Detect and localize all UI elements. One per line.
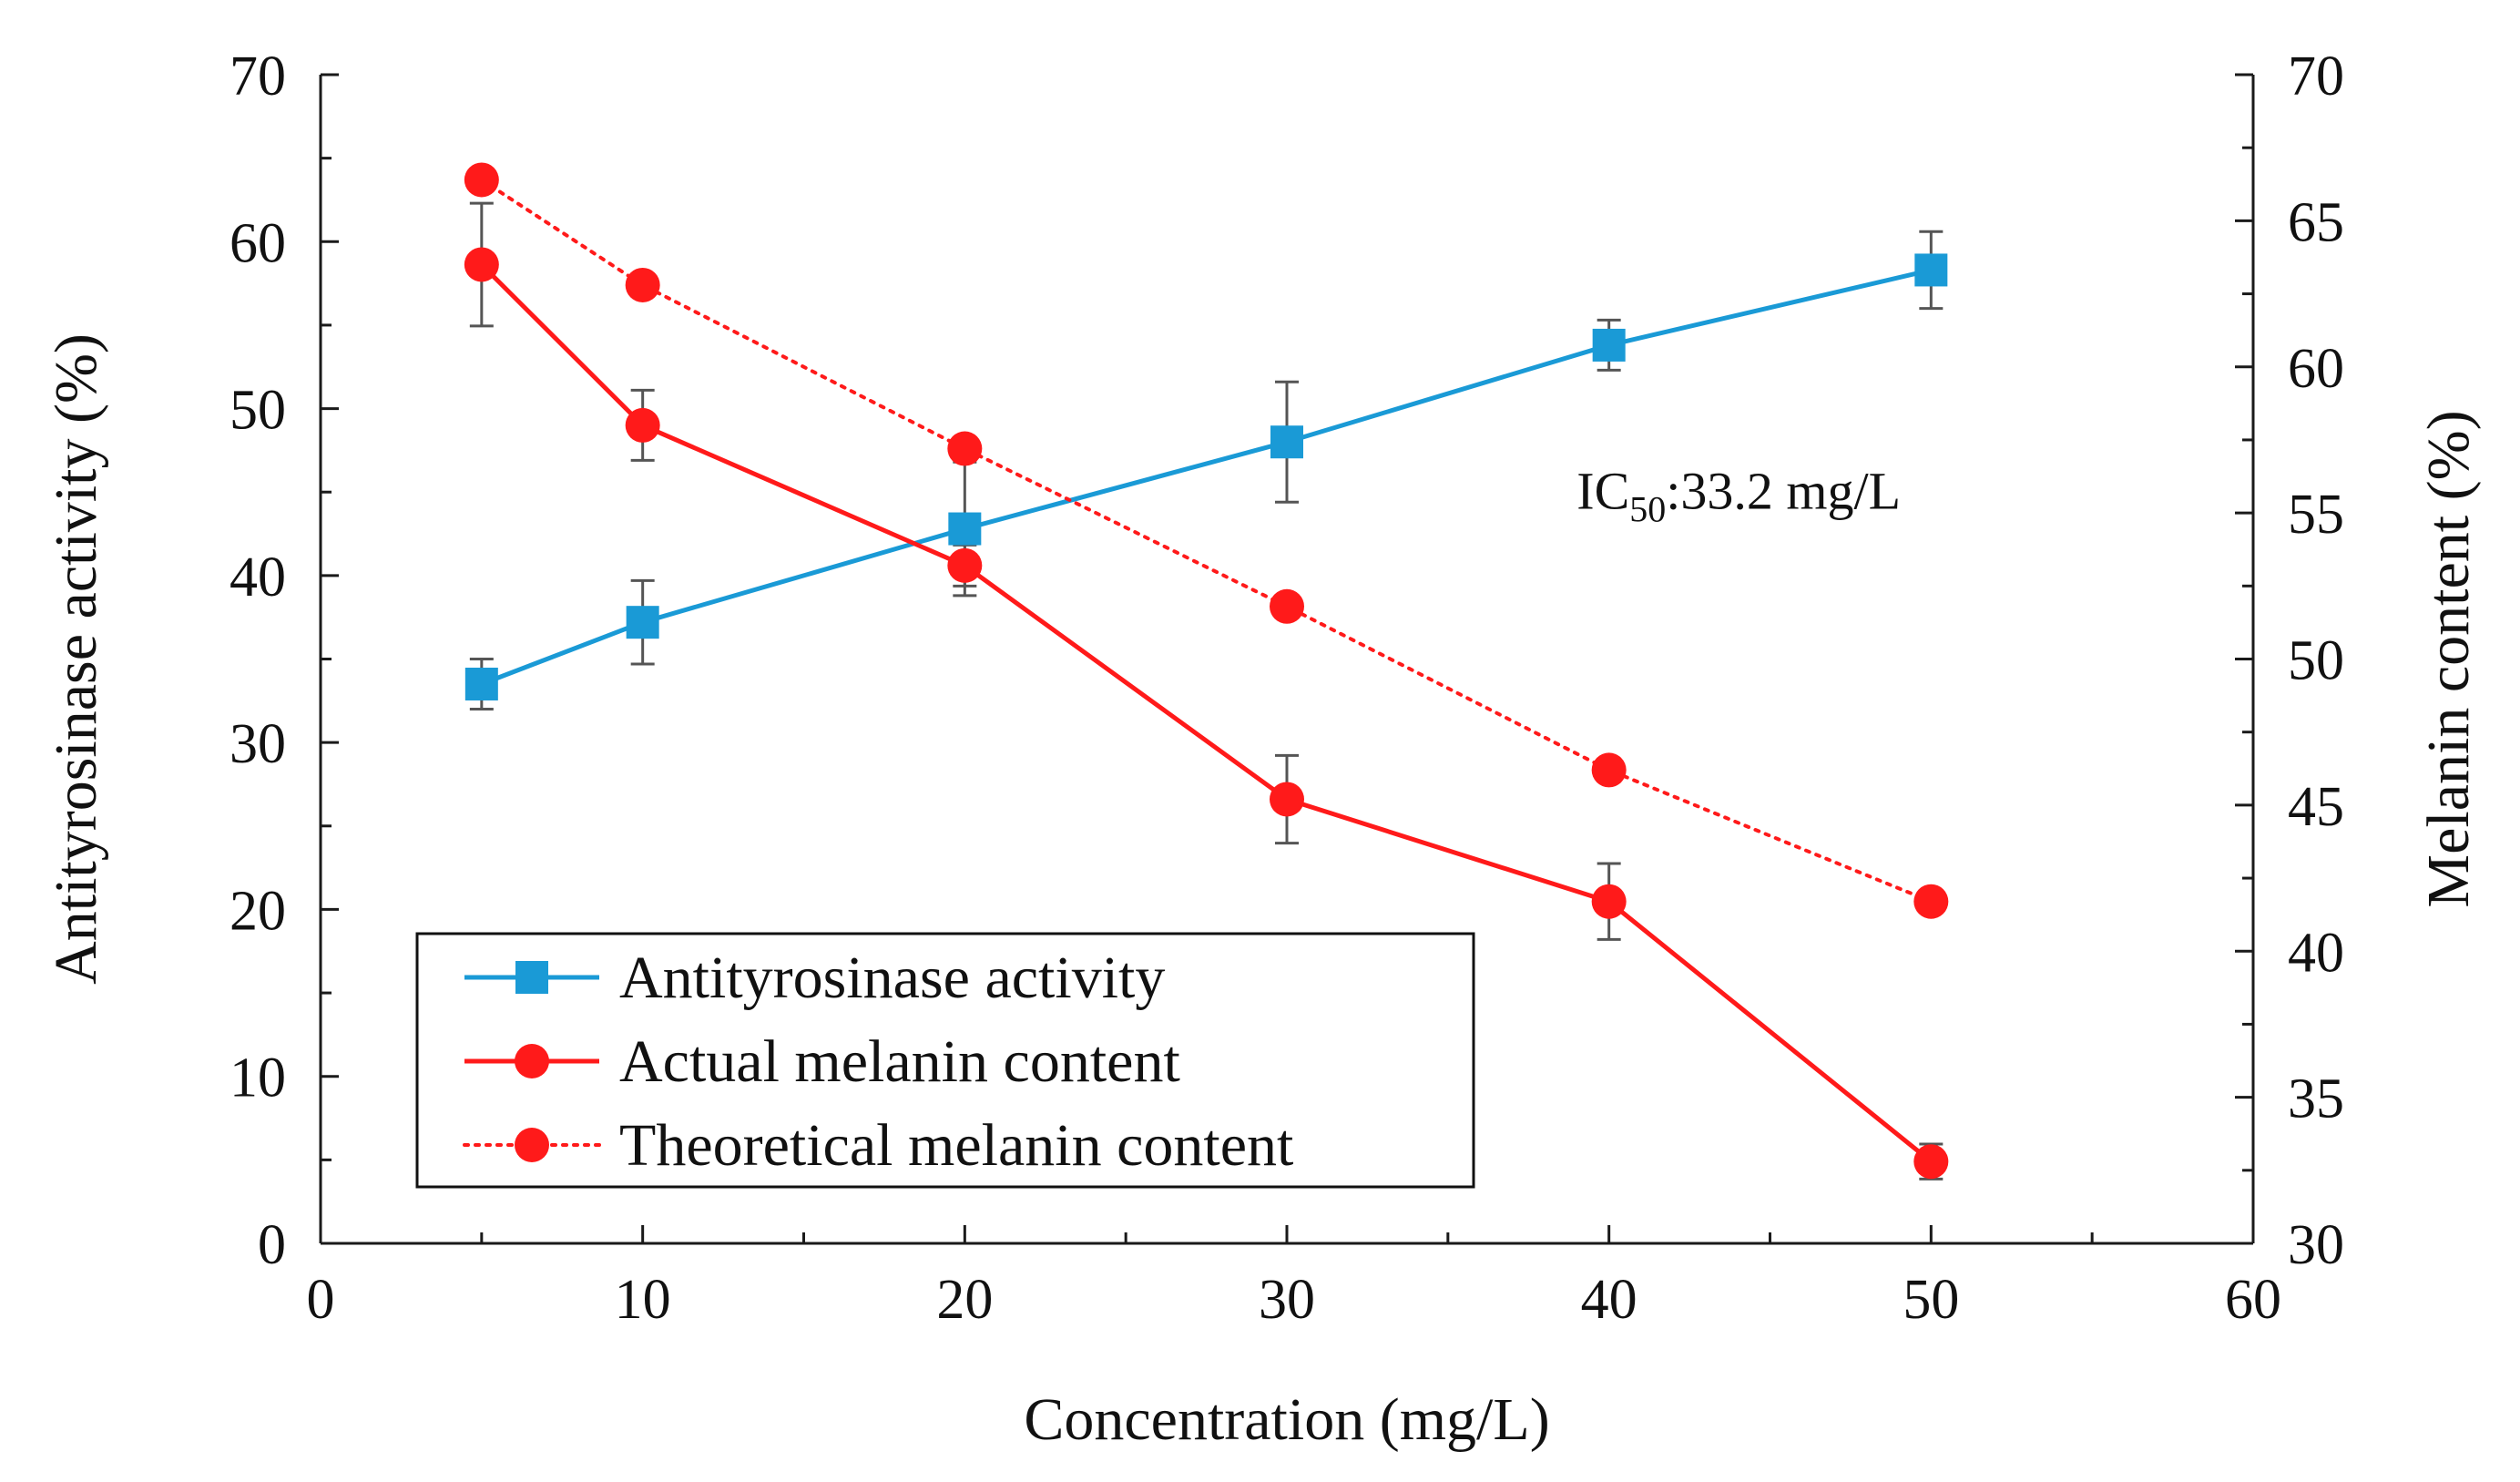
axes-group: 0 10 20 30 40 50 60 0 10 20 30 40 50 60 70 30 35 40 45 50 55… — [230, 46, 2344, 1331]
series-point-2 — [1270, 782, 1304, 817]
ic50-value: :33.2 mg/L — [1666, 462, 1901, 521]
series-line-3 — [479, 178, 1933, 904]
series-point-1 — [1914, 253, 1948, 287]
x-tick-label: 40 — [1581, 1269, 1637, 1331]
x-tick-label: 10 — [615, 1269, 671, 1331]
series-point-3 — [1591, 752, 1627, 788]
legend-label-3: Theoretical melanin content — [619, 1112, 1293, 1179]
y-right-tick-label: 65 — [2288, 191, 2344, 253]
y-left-tick-label: 50 — [230, 380, 286, 442]
series-point-1 — [1270, 425, 1303, 459]
x-tick-label: 50 — [1903, 1269, 1959, 1331]
legend-marker-3 — [515, 1128, 549, 1162]
series-point-3 — [1913, 884, 1949, 919]
x-tick-label: 0 — [307, 1269, 335, 1331]
legend-marker-2 — [515, 1044, 549, 1078]
annotation-group: IC50:33.2 mg/L — [1576, 462, 1901, 530]
series-point-2 — [625, 407, 660, 443]
legend-marker-1 — [515, 961, 548, 994]
legend: Antityrosinase activity Actual melanin co… — [415, 932, 1475, 1189]
series-group — [464, 162, 1949, 1180]
y-axis-title-right: Melanin content (%) — [2415, 410, 2482, 907]
y-left-tick-label: 10 — [230, 1048, 286, 1109]
ic50-prefix: IC — [1576, 462, 1629, 521]
series-point-3 — [464, 162, 499, 198]
series-point-1 — [464, 667, 498, 700]
y-left-tick-label: 30 — [230, 713, 286, 775]
y-right-tick-label: 60 — [2288, 338, 2344, 400]
series-point-2 — [1913, 1144, 1949, 1180]
series-point-2 — [947, 547, 983, 583]
series-point-3 — [1270, 588, 1304, 624]
series-point-1 — [1592, 328, 1626, 362]
series-point-3 — [625, 267, 660, 302]
y-right-tick-label: 40 — [2288, 922, 2344, 984]
y-right-tick-label: 35 — [2288, 1068, 2344, 1130]
y-right-tick-label: 55 — [2288, 484, 2344, 546]
x-axis-title: Concentration (mg/L) — [1024, 1386, 1549, 1453]
y-axis-title-left: Antityrosinase activity (%) — [43, 333, 109, 985]
series-line-1 — [480, 268, 1932, 687]
series-point-2 — [1591, 884, 1627, 919]
y-right-tick-label: 45 — [2288, 776, 2344, 838]
series-line-2 — [480, 262, 1933, 1164]
series-point-1 — [626, 606, 659, 639]
y-right-tick-label: 50 — [2288, 630, 2344, 692]
x-tick-label: 60 — [2225, 1269, 2281, 1331]
axis-titles: Concentration (mg/L) Antityrosinase acti… — [43, 333, 2482, 1453]
legend-label-1: Antityrosinase activity — [619, 945, 1165, 1011]
y-right-tick-label: 30 — [2288, 1214, 2344, 1276]
legend-label-2: Actual melanin content — [619, 1028, 1180, 1095]
y-left-tick-label: 0 — [258, 1214, 286, 1276]
ic50-subscript: 50 — [1629, 489, 1666, 530]
y-left-tick-label: 20 — [230, 880, 286, 942]
series-point-2 — [464, 247, 499, 282]
y-left-tick-label: 60 — [230, 212, 286, 274]
x-tick-label: 20 — [936, 1269, 993, 1331]
y-left-tick-label: 70 — [230, 46, 286, 107]
ic50-annotation: IC50:33.2 mg/L — [1576, 462, 1901, 530]
y-right-tick-label: 70 — [2288, 46, 2344, 107]
series-point-1 — [948, 512, 982, 546]
y-left-tick-label: 40 — [230, 547, 286, 608]
series-point-3 — [947, 431, 983, 466]
x-tick-label: 30 — [1259, 1269, 1315, 1331]
